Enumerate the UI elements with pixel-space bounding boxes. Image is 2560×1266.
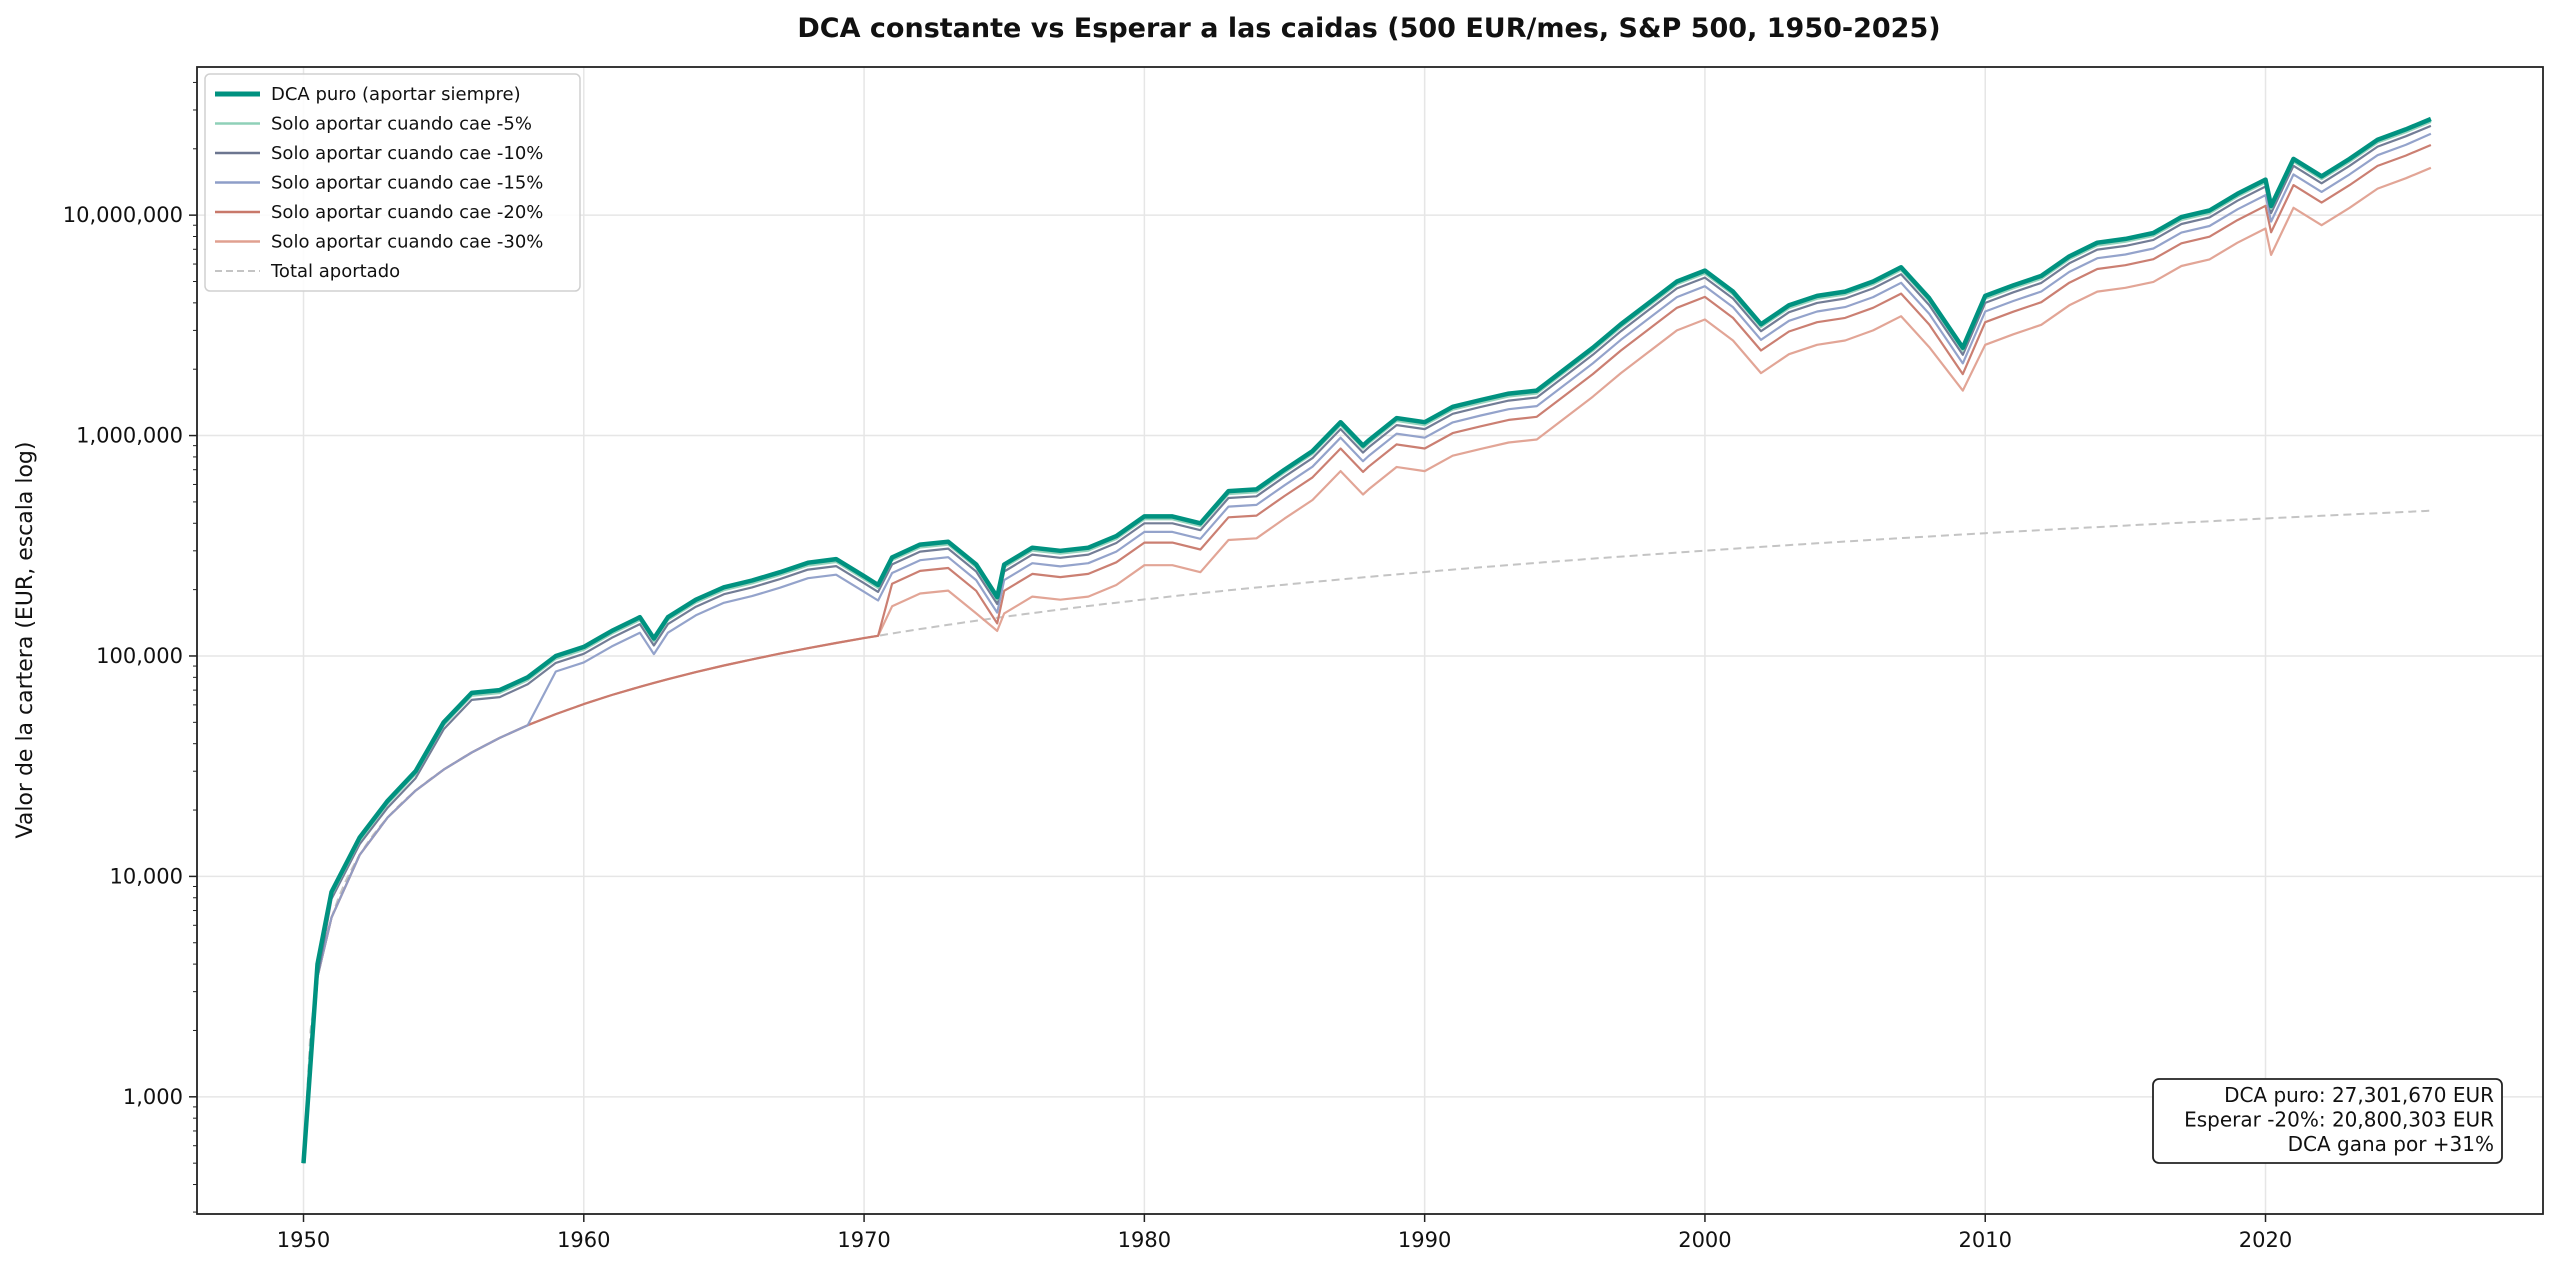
y-tick-label: 100,000 (96, 644, 183, 668)
legend-label: Solo aportar cuando cae -20% (271, 202, 543, 223)
legend-label: Total aportado (270, 261, 400, 282)
x-tick-label: 1990 (1398, 1228, 1451, 1252)
y-tick-label: 1,000 (123, 1085, 183, 1109)
series-line-total-aportado (302, 509, 2431, 1164)
plot-frame (196, 66, 2544, 1215)
chart-title: DCA constante vs Esperar a las caidas (5… (797, 13, 1940, 44)
x-tick-label: 1980 (1118, 1228, 1171, 1252)
plot-area (301, 116, 2432, 1164)
legend-label: Solo aportar cuando cae -30% (271, 232, 543, 253)
series-line-3 (302, 124, 2432, 1164)
x-tick-label: 1950 (277, 1228, 330, 1252)
y-tick-label: 10,000,000 (63, 203, 183, 227)
series-line-2 (302, 132, 2432, 1164)
series-line-5 (301, 116, 2432, 1164)
annotation-frame (2152, 1078, 2503, 1164)
series-line-0 (302, 166, 2432, 1164)
y-tick-label: 1,000,000 (76, 424, 183, 448)
y-tick-label: 10,000 (110, 864, 183, 888)
annotation-line: DCA gana por +31% (2288, 1132, 2494, 1156)
legend: DCA puro (aportar siempre) Solo aportar c… (204, 73, 581, 292)
axes: 1950 1960 1970 1980 1990 2000 2010 2020 1,000 10,… (63, 66, 2544, 1252)
series-line-1 (302, 143, 2432, 1164)
legend-box (204, 73, 581, 292)
legend-label: Solo aportar cuando cae -15% (271, 173, 543, 194)
series-line-4 (302, 120, 2432, 1164)
annotation-line: DCA puro: 27,301,670 EUR (2224, 1083, 2494, 1107)
legend-label: DCA puro (aportar siempre) (271, 84, 521, 105)
legend-label: Solo aportar cuando cae -5% (271, 114, 532, 135)
annotation-line: Esperar -20%: 20,800,303 EUR (2184, 1108, 2494, 1132)
y-axis-label: Valor de la cartera (EUR, escala log) (13, 442, 38, 839)
x-tick-label: 1960 (557, 1228, 610, 1252)
x-tick-label: 2000 (1678, 1228, 1731, 1252)
legend-label: Solo aportar cuando cae -10% (271, 143, 543, 164)
grid (197, 67, 2543, 1214)
x-tick-label: 1970 (837, 1228, 890, 1252)
x-tick-label: 2020 (2239, 1228, 2292, 1252)
x-tick-label: 2010 (1959, 1228, 2012, 1252)
